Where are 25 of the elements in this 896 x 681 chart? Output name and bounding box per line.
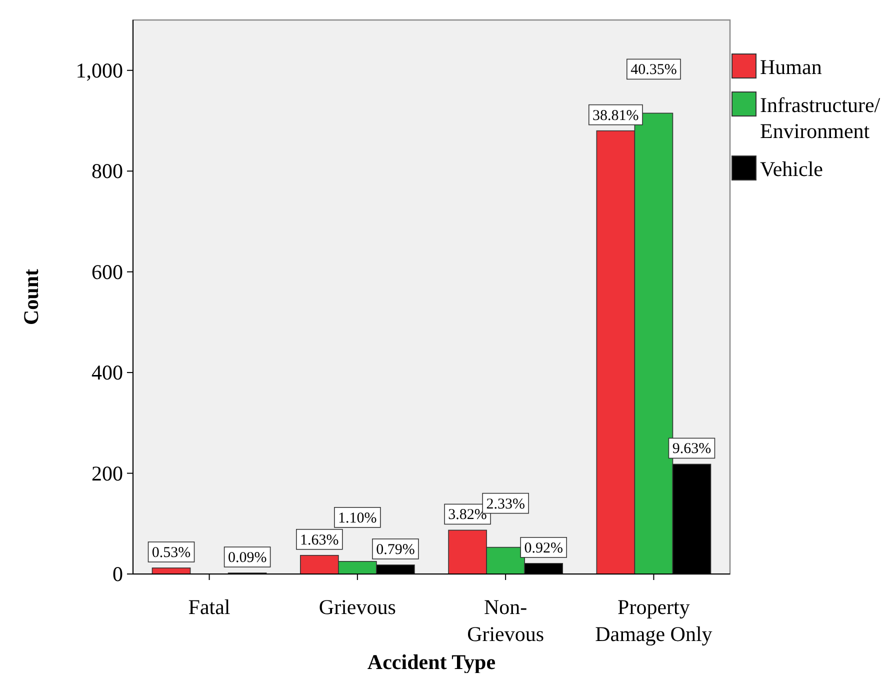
y-tick-label: 0 xyxy=(112,562,123,586)
annotation: 2.33% xyxy=(486,496,525,512)
annotation: 3.82% xyxy=(448,507,487,524)
legend-label: Vehicle xyxy=(760,157,823,181)
y-tick-label: 600 xyxy=(92,260,123,284)
annotation: 0.92% xyxy=(524,540,563,556)
x-tick-label: Property Damage Only xyxy=(595,595,713,646)
y-tick-label: 200 xyxy=(92,461,123,486)
y-tick-label: 400 xyxy=(92,360,123,385)
x-tick-label: Non-Grievous xyxy=(467,595,544,646)
annotation: 1.63% xyxy=(300,532,339,548)
annotation: 38.81% xyxy=(592,108,639,124)
x-tick-label: Grievous xyxy=(318,595,396,619)
annotation: 0.79% xyxy=(376,542,415,558)
annotation: 0.09% xyxy=(228,550,267,566)
annotation: 9.63% xyxy=(672,441,712,458)
y-tick-label: 800 xyxy=(92,159,123,184)
legend-label: Infrastructure/ Environment xyxy=(760,93,880,143)
annotation: 0.53% xyxy=(152,544,191,561)
annotation: 1.10% xyxy=(338,510,377,526)
x-tick-label: Fatal xyxy=(188,595,230,619)
y-tick-label: 1,000 xyxy=(76,58,123,82)
legend-label: Human xyxy=(760,55,822,79)
annotation: 40.35% xyxy=(630,62,677,78)
y-axis-title: Count xyxy=(19,268,43,326)
